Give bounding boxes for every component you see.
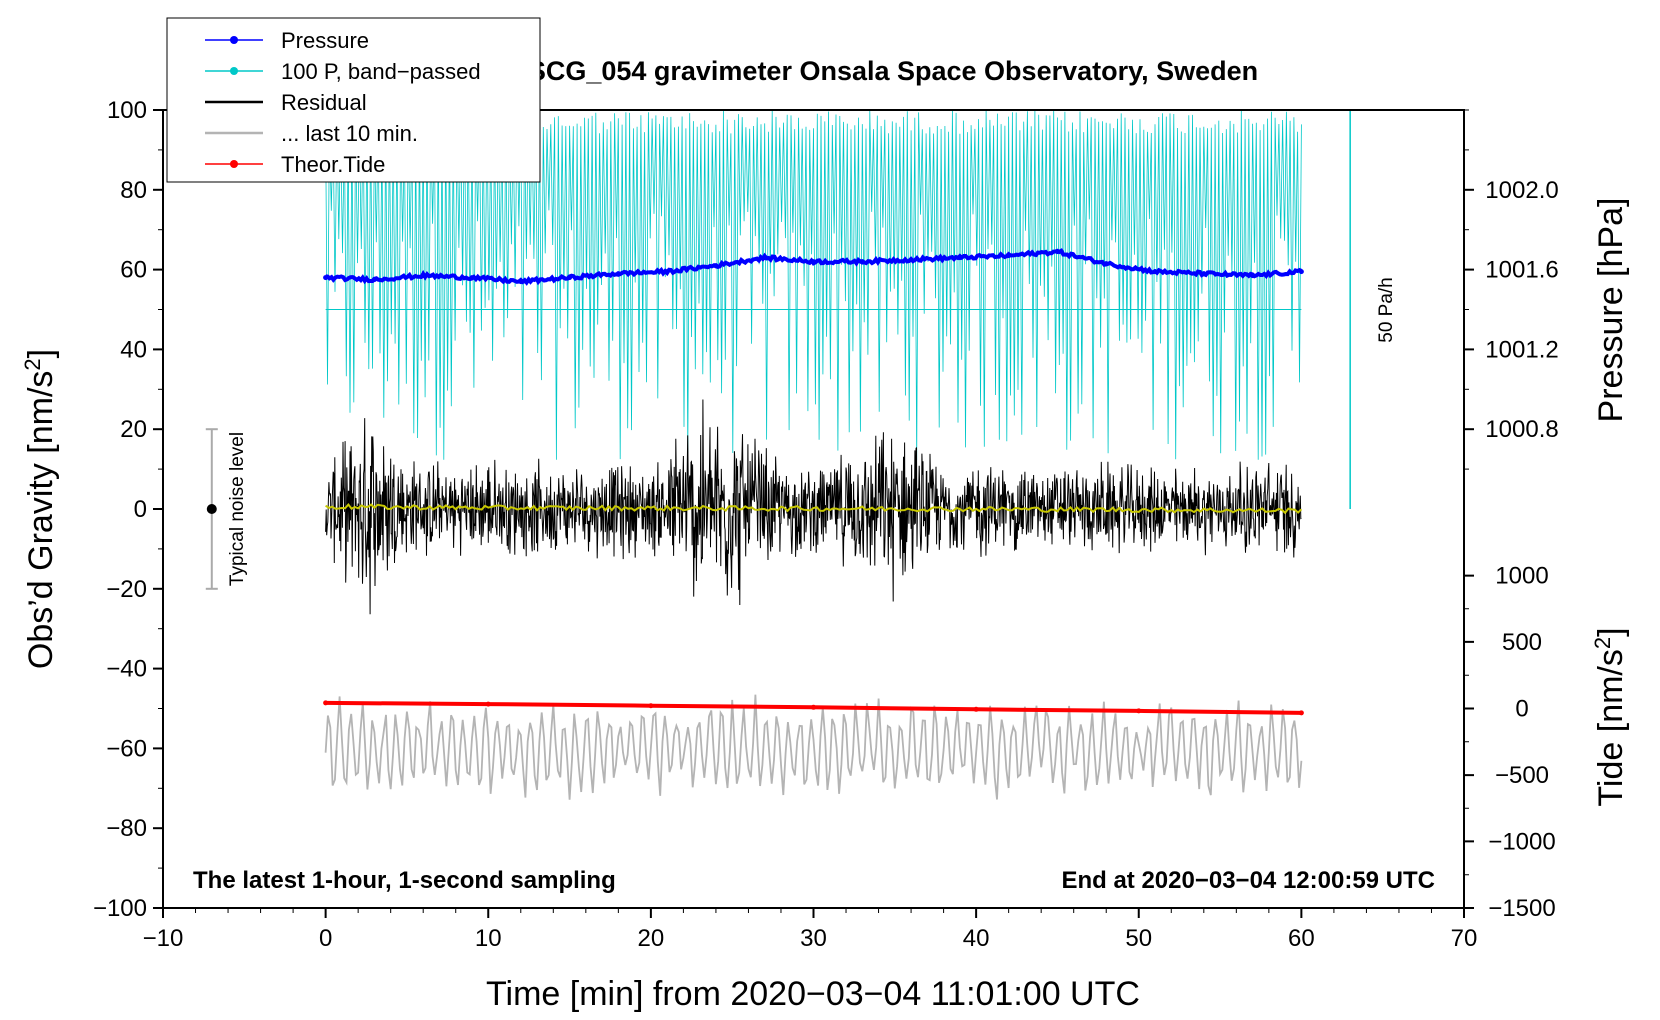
tide-point — [648, 703, 654, 709]
chart-title: SCG_054 gravimeter Onsala Space Observat… — [528, 56, 1258, 86]
legend-label: Pressure — [281, 28, 369, 53]
pressure-point — [664, 269, 670, 275]
x-tick-label: 20 — [638, 925, 665, 952]
pressure-point — [957, 255, 963, 261]
pressure-point — [811, 259, 816, 265]
tide-point — [1136, 708, 1142, 714]
pressure-axis-title: Pressure [hPa] — [1592, 198, 1630, 423]
y-tick-label: −100 — [93, 895, 147, 922]
pressure-point — [713, 263, 719, 269]
pressure-point — [1006, 253, 1012, 259]
pressure-point — [469, 275, 475, 281]
pressure-point — [567, 275, 573, 281]
bottom-right-note: End at 2020−03−04 12:00:59 UTC — [1061, 867, 1435, 894]
pressure-point — [323, 275, 329, 281]
pressure-point — [615, 271, 621, 277]
rate-label: 50 Pa/h — [1376, 277, 1397, 343]
bottom-left-note: The latest 1-hour, 1-second sampling — [193, 867, 616, 894]
legend-marker — [230, 67, 238, 75]
legend: Pressure 100 P, band−passed Residual ... la… — [166, 17, 541, 183]
x-tick-label: 70 — [1451, 925, 1478, 952]
noise-level-label: Typical noise level — [227, 432, 248, 586]
tide-point — [973, 706, 979, 712]
tide-tick-label: 1000 — [1495, 563, 1548, 590]
tide-point — [1298, 710, 1304, 716]
pressure-point — [420, 273, 426, 279]
y-tick-label: 100 — [107, 97, 147, 124]
pressure-point — [518, 279, 524, 285]
pressure-tick-label: 1002.0 — [1485, 177, 1558, 204]
x-tick-label: −10 — [143, 925, 184, 952]
x-tick-label: 60 — [1288, 925, 1315, 952]
pressure-point — [859, 259, 865, 265]
y-axis-title: Obs’d Gravity [nm/s2] — [20, 349, 60, 669]
y-tick-label: 20 — [120, 416, 147, 443]
y-tick-label: 60 — [120, 257, 147, 284]
pressure-tick-label: 1001.2 — [1485, 336, 1558, 363]
y-tick-label: 80 — [120, 177, 147, 204]
y-tick-label: −40 — [106, 656, 147, 683]
series-layer — [323, 110, 1351, 800]
pressure-point — [908, 257, 914, 263]
pressure-point — [1201, 271, 1207, 277]
x-tick-label: 50 — [1125, 925, 1152, 952]
tide-tick-label: 500 — [1502, 629, 1542, 656]
residual-smoothed-line — [325, 503, 1303, 515]
legend-label: Theor.Tide — [281, 152, 385, 177]
x-axis: −10 0 10 20 30 40 50 60 70 — [143, 908, 1478, 952]
noise-level-indicator — [205, 428, 218, 590]
y-axis-tide: 1000 500 0 −500 −1000 −1500 — [1464, 563, 1556, 922]
pressure-point — [1250, 273, 1256, 279]
last-10-min-line — [324, 694, 1303, 800]
bandpass-line — [325, 110, 1302, 461]
legend-marker — [230, 160, 238, 168]
tide-point — [485, 701, 491, 707]
y-tick-label: −80 — [106, 815, 147, 842]
y-tick-label: −60 — [106, 735, 147, 762]
residual-line — [325, 399, 1302, 615]
tide-tick-label: 0 — [1515, 696, 1528, 723]
legend-box — [166, 17, 541, 183]
y-tick-label: 0 — [134, 496, 147, 523]
pressure-point — [1298, 269, 1304, 275]
tide-tick-label: −1500 — [1488, 895, 1555, 922]
x-tick-label: 30 — [800, 925, 827, 952]
legend-marker — [230, 36, 238, 44]
tide-tick-label: −500 — [1495, 762, 1549, 789]
tide-point — [323, 700, 329, 706]
legend-label: ... last 10 min. — [281, 121, 418, 146]
x-axis-title: Time [min] from 2020−03−04 11:01:00 UTC — [486, 975, 1140, 1013]
noise-center-dot — [206, 504, 217, 514]
tide-axis-title: Tide [nm/s2] — [1590, 627, 1630, 806]
bandpass-series — [325, 110, 1302, 461]
pressure-tick-label: 1001.6 — [1485, 257, 1558, 284]
y-axis-gravity: −100 −80 −60 −40 −20 0 20 40 60 80 100 — [93, 97, 163, 922]
tide-tick-label: −1000 — [1488, 828, 1555, 855]
y-tick-label: 40 — [120, 336, 147, 363]
tide-point — [811, 704, 816, 710]
legend-label: 100 P, band−passed — [281, 59, 481, 84]
pressure-point — [1103, 261, 1109, 267]
x-tick-label: 10 — [475, 925, 502, 952]
legend-label: Residual — [281, 90, 367, 115]
x-tick-label: 0 — [319, 925, 332, 952]
pressure-tick-label: 1000.8 — [1485, 416, 1558, 443]
y-tick-label: −20 — [106, 576, 147, 603]
pressure-point — [1054, 249, 1060, 255]
y-axis-pressure: 1000.8 1001.2 1001.6 1002.0 — [1464, 109, 1559, 470]
pressure-point — [371, 277, 377, 283]
x-tick-label: 40 — [963, 925, 990, 952]
pressure-point — [1152, 269, 1158, 275]
pressure-point — [762, 255, 768, 261]
